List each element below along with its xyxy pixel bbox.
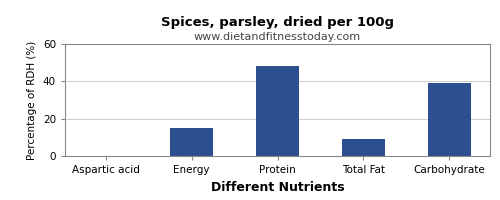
Text: Spices, parsley, dried per 100g: Spices, parsley, dried per 100g xyxy=(161,16,394,29)
Bar xyxy=(342,139,385,156)
Text: www.dietandfitnesstoday.com: www.dietandfitnesstoday.com xyxy=(194,32,361,42)
Bar xyxy=(428,83,470,156)
Bar xyxy=(170,128,213,156)
Bar xyxy=(256,66,299,156)
X-axis label: Different Nutrients: Different Nutrients xyxy=(210,181,344,194)
Y-axis label: Percentage of RDH (%): Percentage of RDH (%) xyxy=(28,40,38,160)
